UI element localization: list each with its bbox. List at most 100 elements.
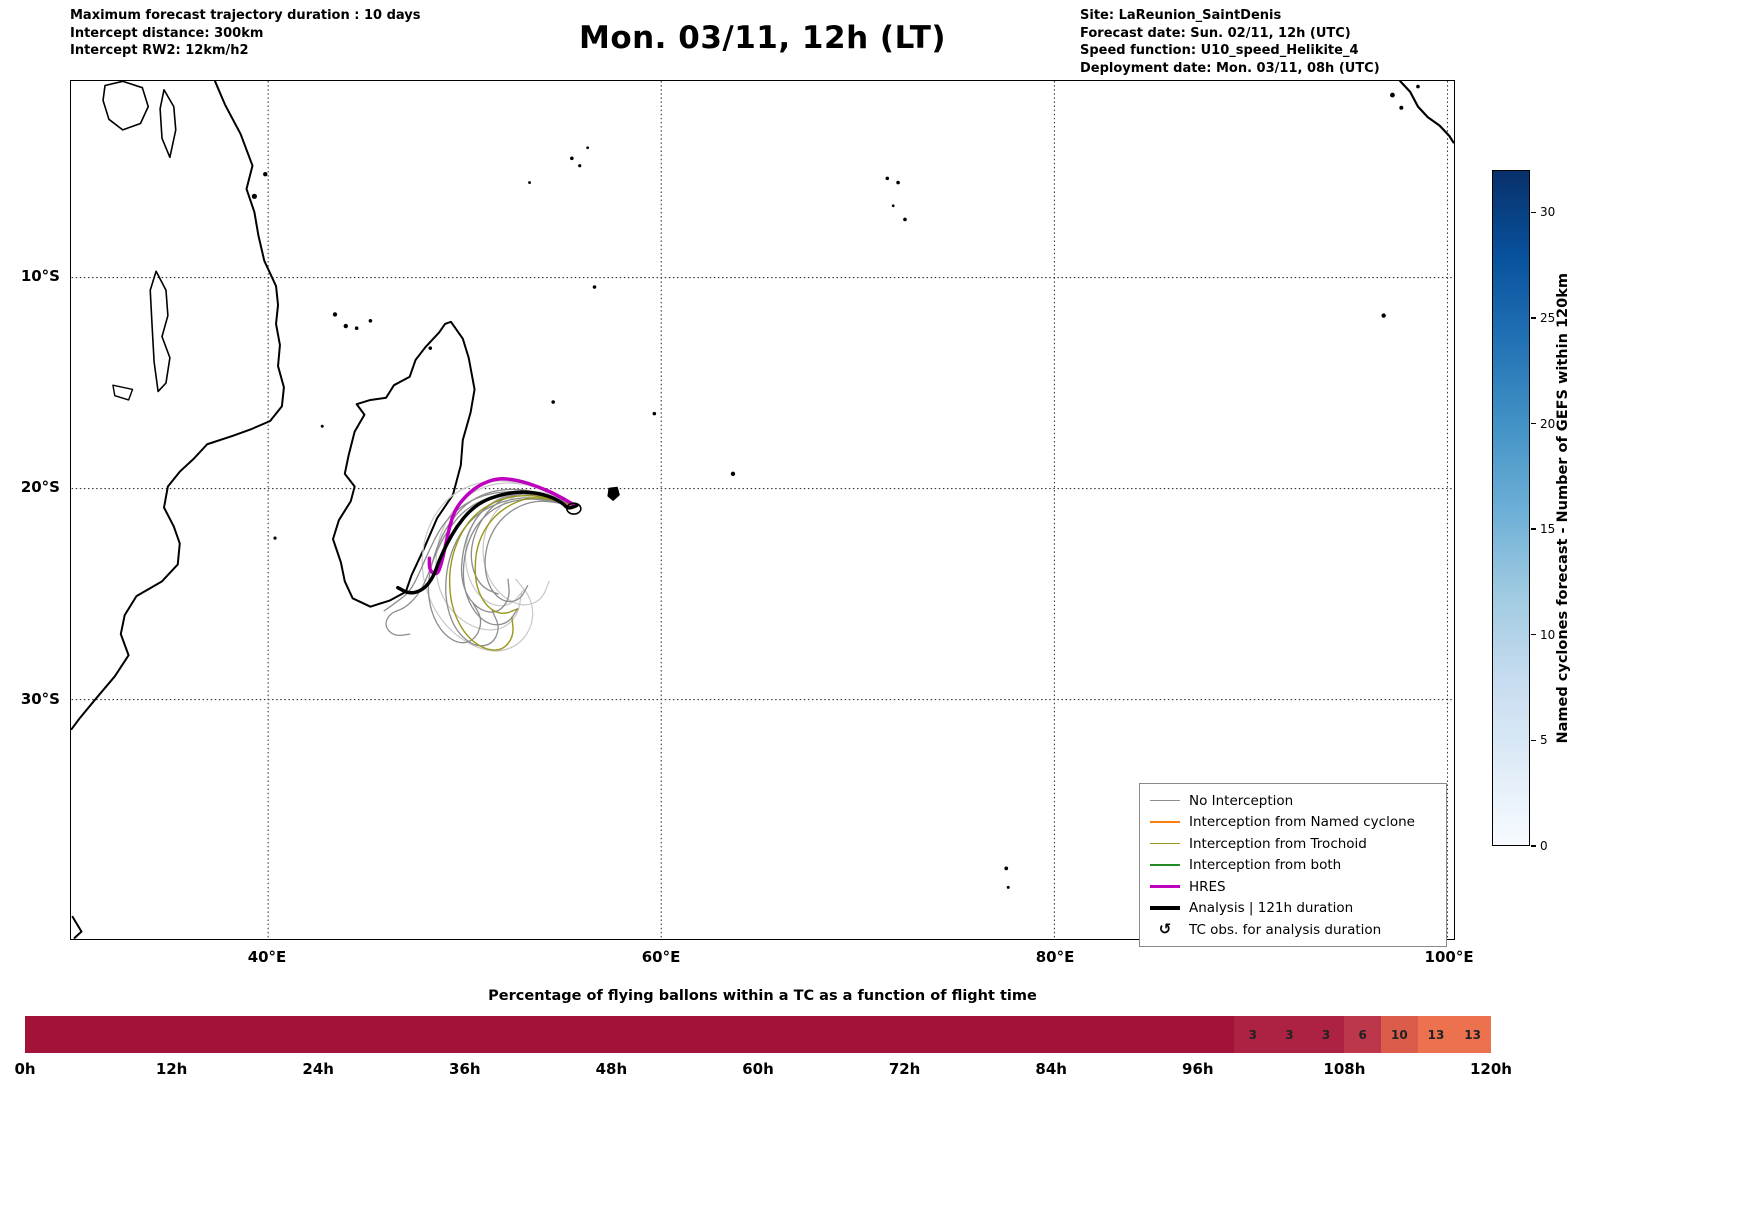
trajectory-analysis [396,490,579,595]
legend-line [1150,842,1180,845]
lake-eyasi-coastline [159,88,177,159]
colorbar-tick: 5 [1531,733,1548,747]
colorbar-tick-label: 20 [1540,416,1556,431]
trajectory-no_interception [445,497,576,647]
bottom-axis-tick: 60h [742,1060,774,1078]
trajectory-trochoid [474,497,576,615]
legend-line [1150,864,1180,866]
config-line-duration: Maximum forecast trajectory duration : 1… [70,8,421,23]
mauritius-coastline [607,486,620,501]
colorbar-tick: 0 [1531,839,1548,853]
legend-label: HRES [1189,878,1226,895]
bar-segment: 3 [1307,1016,1345,1053]
legend-label: No Interception [1189,792,1294,809]
x-axis-tick: 100°E [1424,948,1474,966]
legend-label: TC obs. for analysis duration [1189,921,1382,938]
trajectory-trochoid [448,494,576,651]
legend-item: Analysis | 121h duration [1150,900,1436,917]
legend-item: Interception from both [1150,857,1436,874]
bottom-axis-tick: 72h [888,1060,921,1078]
island-dot [891,204,895,208]
colorbar-tick-mark [1531,422,1536,425]
bar-segment [25,1016,1235,1053]
site-info-text: Site: LaReunion_SaintDenis Forecast date… [1080,7,1380,77]
bottom-chart-title: Percentage of flying ballons within a TC… [488,988,1037,1004]
tc-obs-marker-icon: ↺ [1150,922,1180,937]
legend-label: Analysis | 121h duration [1189,900,1354,916]
deployment-date-line: Deployment date: Mon. 03/11, 08h (UTC) [1080,60,1380,76]
sumatra-coastline [1399,81,1454,144]
bar-segment: 3 [1271,1016,1308,1053]
legend-line-swatch [1150,799,1180,802]
colorbar-tick: 10 [1531,628,1555,642]
trajectory-no_interception [462,498,576,626]
trajectory-hres [427,477,577,576]
y-axis-tick: 10°S [20,266,60,285]
bottom-axis-tick: 108h [1323,1060,1366,1078]
colorbar-tick-label: 25 [1540,310,1556,325]
colorbar-gradient [1493,171,1529,845]
island-dot [570,156,574,161]
config-line-rw2: Intercept RW2: 12km/h2 [70,43,249,58]
legend-line-swatch [1150,864,1180,866]
colorbar-tick: 20 [1531,417,1555,431]
island-dot [1399,105,1404,110]
legend-label: Interception from both [1189,857,1342,873]
colorbar-tick-mark [1531,739,1536,742]
legend-item: No Interception [1150,792,1436,809]
colorbar-tick-label: 30 [1540,205,1556,220]
legend-line-swatch [1150,884,1180,889]
bottom-axis-tick: 120h [1470,1060,1512,1078]
trajectory-no_interception [385,493,576,637]
legend-line-swatch [1150,842,1180,845]
legend-line [1150,799,1180,802]
legend-line-swatch [1150,821,1180,823]
x-axis-tick: 80°E [1035,948,1075,966]
africa-coastline [71,81,285,731]
island-dot [368,319,373,323]
colorbar-tick-label: 15 [1540,522,1556,537]
bottom-axis-tick: 96h [1182,1060,1214,1078]
bottom-axis-tick: 84h [1035,1060,1067,1078]
colorbar-tick-label: 0 [1540,839,1548,853]
island-dot [528,181,531,184]
island-dot [251,193,257,199]
bottom-axis-tick: 48h [595,1060,628,1078]
colorbar-label: Named cyclones forecast - Number of GEFS… [1555,272,1571,744]
island-dot [903,217,907,222]
colorbar-tick-mark [1531,528,1536,530]
island-dot [730,471,736,476]
colorbar-tick-mark [1531,634,1536,636]
bottom-axis: 0h 12h 24h 36h 48h 60h 72h 84h 96h 108h 120h [14,1060,1512,1082]
y-axis-tick: 20°S [20,478,60,497]
site-line: Site: LaReunion_SaintDenis [1080,8,1282,23]
legend: No Interception Interception from Named c… [1139,783,1447,947]
x-axis-tick: 60°E [641,948,681,966]
bar-segment: 3 [1234,1016,1272,1053]
bar-segment: 13 [1417,1016,1455,1053]
colorbar-tick-mark [1531,211,1536,213]
island-dot [885,176,890,181]
colorbar-label-wrap: Named cyclones forecast - Number of GEFS… [1550,170,1576,846]
legend-label: Interception from Named cyclone [1189,814,1415,830]
island-dot [586,146,590,150]
trajectory-no_interception [484,500,576,603]
island-dot [1390,92,1395,98]
figure-title: Mon. 03/11, 12h (LT) [578,20,947,56]
lake-malawi-coastline [149,270,171,393]
trajectory-no_interception_light [482,491,576,606]
island-dot [332,312,338,317]
legend-item: Interception from Trochoid [1150,835,1436,852]
colorbar [1492,170,1530,846]
legend-line-swatch [1150,906,1180,910]
colorbar-ticks: 0 5 10 15 20 25 30 [1531,170,1571,853]
bar-segment: 13 [1454,1016,1491,1053]
bottom-axis-tick: 36h [449,1060,481,1078]
island-dot [428,346,433,350]
madagascar-coastline [332,320,476,608]
island-reunion [566,502,582,515]
flight-time-bar: 3 3 3 6 10 13 13 [25,1016,1491,1053]
island-dot [1004,866,1009,871]
legend-line [1150,906,1180,910]
